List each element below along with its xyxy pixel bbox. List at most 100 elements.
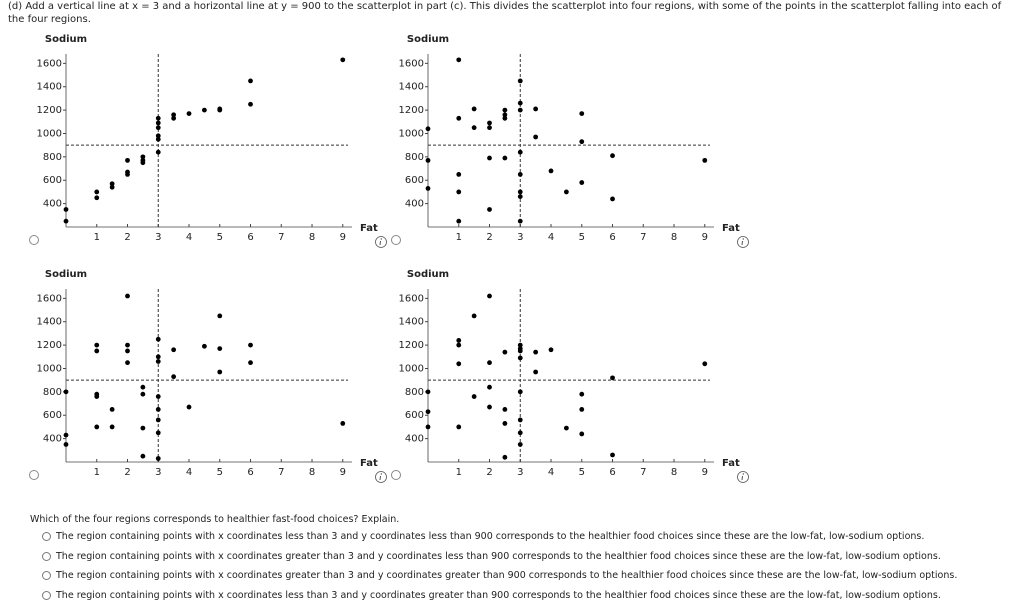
radio-button[interactable] [42, 571, 51, 580]
option[interactable]: The region containing points with x coor… [42, 551, 941, 562]
radio-button[interactable] [42, 590, 51, 600]
info-icon[interactable] [375, 471, 387, 483]
point [425, 409, 431, 415]
option-text: The region containing points with x coor… [56, 589, 941, 601]
y-tick-label: 400 [405, 434, 424, 445]
point [471, 106, 477, 112]
point [563, 189, 569, 195]
option[interactable]: The region containing points with x coor… [42, 570, 957, 581]
y-tick-label: 600 [43, 175, 62, 186]
y-tick-label: 800 [405, 387, 424, 398]
point [517, 442, 523, 447]
point [548, 168, 554, 174]
x-tick-label: 9 [702, 467, 708, 478]
point [502, 155, 508, 161]
point [140, 453, 146, 459]
y-tick-label: 1000 [399, 128, 424, 139]
info-icon-stem [379, 240, 381, 246]
point [456, 57, 462, 63]
point [63, 442, 69, 447]
point [217, 369, 223, 375]
point [517, 171, 523, 177]
x-tick-label: 5 [217, 232, 223, 243]
info-icon-dot [380, 238, 382, 240]
point [217, 346, 223, 352]
radio-button[interactable] [42, 551, 51, 561]
info-icon[interactable] [737, 236, 749, 248]
point [171, 347, 177, 353]
point [248, 101, 253, 107]
point [456, 189, 462, 195]
point [248, 342, 253, 348]
y-axis-label: Sodium [45, 269, 87, 280]
y-axis-label: Sodium [45, 34, 87, 45]
radio-button[interactable] [29, 235, 39, 245]
point [171, 112, 177, 118]
point [186, 111, 192, 117]
x-tick-label: 7 [278, 467, 284, 478]
point [702, 361, 708, 367]
point [487, 384, 492, 390]
point [517, 417, 523, 423]
x-tick-label: 1 [456, 467, 462, 478]
point [94, 189, 100, 195]
y-tick-label: 1200 [399, 105, 424, 116]
y-tick-label: 1600 [37, 293, 62, 304]
y-tick-label: 1200 [37, 340, 62, 351]
point [125, 360, 130, 366]
point [155, 417, 161, 423]
y-tick-label: 600 [405, 410, 424, 421]
info-icon-dot [742, 238, 744, 240]
y-tick-label: 600 [43, 410, 62, 421]
point [456, 342, 462, 348]
point [456, 424, 462, 430]
point [610, 196, 615, 202]
info-icon-stem [741, 475, 743, 481]
point [471, 313, 477, 319]
info-icon-stem [741, 240, 743, 246]
point [140, 391, 146, 397]
x-tick-label: 4 [548, 232, 554, 243]
info-icon[interactable] [737, 471, 749, 483]
radio-button[interactable] [391, 235, 401, 245]
point [109, 181, 115, 187]
point [155, 456, 161, 461]
point [155, 430, 161, 436]
x-tick-label: 4 [548, 467, 554, 478]
point [487, 207, 492, 212]
y-tick-label: 1000 [37, 363, 62, 374]
radio-button[interactable] [29, 470, 39, 480]
y-tick-label: 1000 [37, 128, 62, 139]
x-tick-label: 9 [340, 467, 346, 478]
option[interactable]: The region containing points with x coor… [42, 531, 924, 542]
y-tick-label: 400 [43, 434, 62, 445]
radio-button[interactable] [391, 470, 401, 480]
point [217, 313, 223, 319]
x-tick-label: 1 [456, 232, 462, 243]
point [109, 406, 115, 412]
info-icon[interactable] [375, 236, 387, 248]
point [109, 184, 115, 190]
x-tick-label: 2 [124, 467, 130, 478]
point [517, 189, 523, 195]
point [201, 107, 207, 113]
point [502, 107, 508, 113]
point [425, 126, 431, 132]
point [517, 107, 523, 113]
point [425, 157, 431, 163]
y-axis-label: Sodium [407, 34, 449, 45]
point [155, 394, 161, 399]
x-tick-label: 1 [94, 467, 100, 478]
x-tick-label: 9 [340, 232, 346, 243]
radio-button[interactable] [42, 532, 51, 541]
option[interactable]: The region containing points with x coor… [42, 590, 941, 601]
x-tick-label: 6 [247, 467, 253, 478]
x-axis-label: Fat [360, 458, 378, 469]
y-tick-label: 400 [43, 199, 62, 210]
point [517, 389, 523, 395]
y-axis-label: Sodium [407, 269, 449, 280]
point [171, 374, 177, 380]
point [340, 57, 346, 63]
point [248, 360, 253, 366]
